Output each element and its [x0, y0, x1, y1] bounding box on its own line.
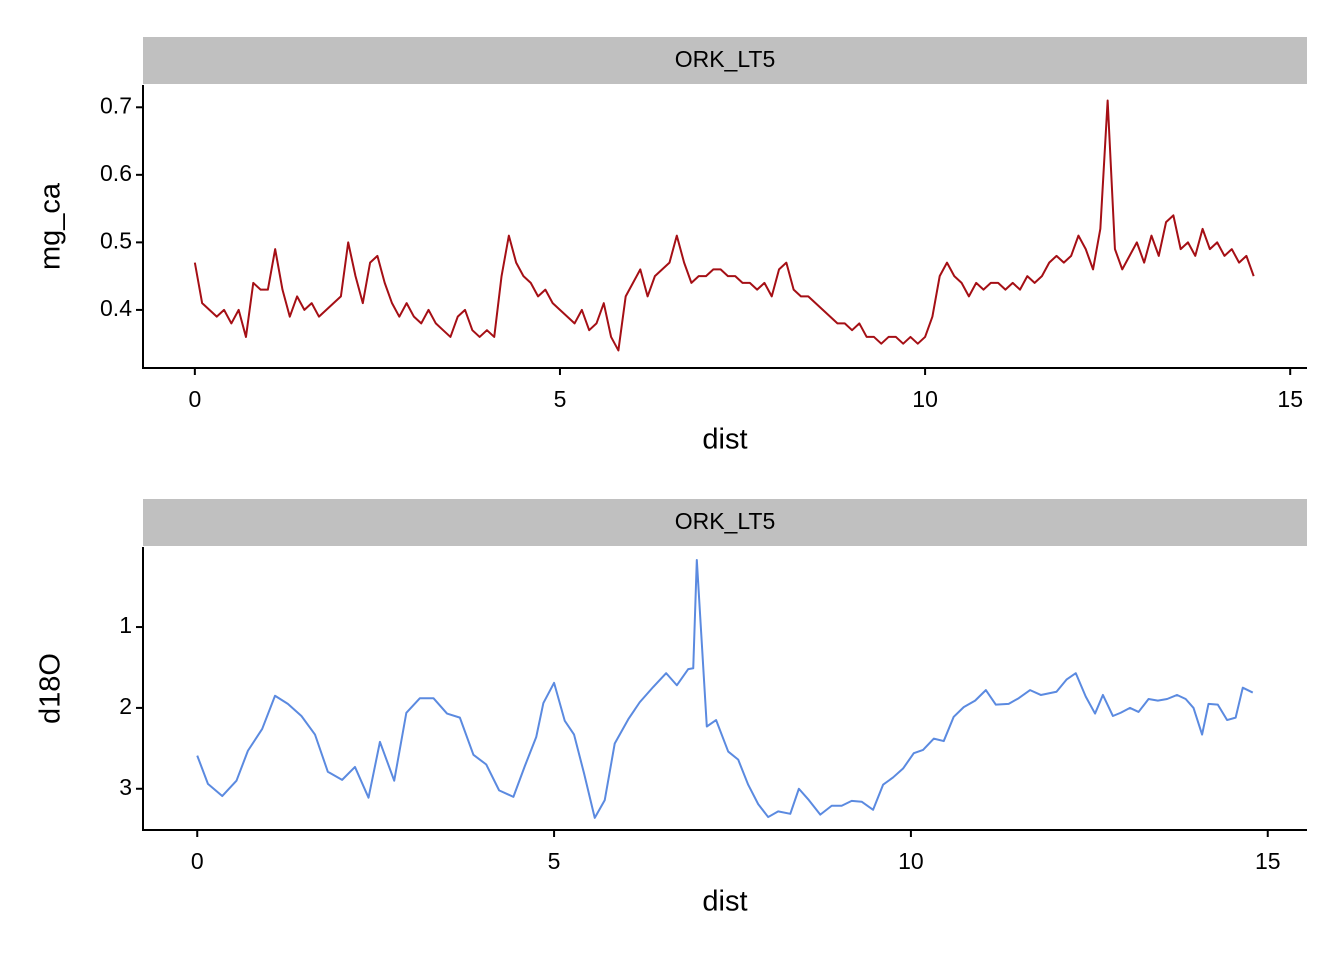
y-tick-label: 0.7 — [100, 92, 132, 118]
y-tick-label: 3 — [119, 774, 132, 800]
y-axis-title: d18O — [35, 653, 67, 724]
x-axis-title: dist — [702, 886, 747, 918]
strip-label: ORK_LT5 — [675, 46, 776, 72]
x-tick-label: 5 — [548, 848, 561, 874]
x-tick-label: 15 — [1277, 386, 1303, 412]
y-tick-label: 0.5 — [100, 227, 132, 253]
data-line — [193, 99, 1255, 352]
y-tick-label: 0.6 — [100, 160, 132, 186]
y-axis-title: mg_ca — [35, 182, 67, 270]
x-tick-label: 10 — [912, 386, 938, 412]
x-tick-label: 10 — [898, 848, 924, 874]
y-tick-label: 2 — [119, 693, 132, 719]
x-tick-label: 0 — [191, 848, 204, 874]
data-line — [196, 558, 1254, 819]
x-tick-label: 5 — [554, 386, 567, 412]
strip-label: ORK_LT5 — [675, 508, 776, 534]
facet-strip — [143, 37, 1307, 84]
y-tick-label: 0.4 — [100, 295, 132, 321]
x-tick-label: 0 — [188, 386, 201, 412]
facet-strip — [143, 499, 1307, 546]
y-tick-label: 1 — [119, 612, 132, 638]
x-axis-title: dist — [702, 424, 747, 456]
x-tick-label: 15 — [1255, 848, 1281, 874]
